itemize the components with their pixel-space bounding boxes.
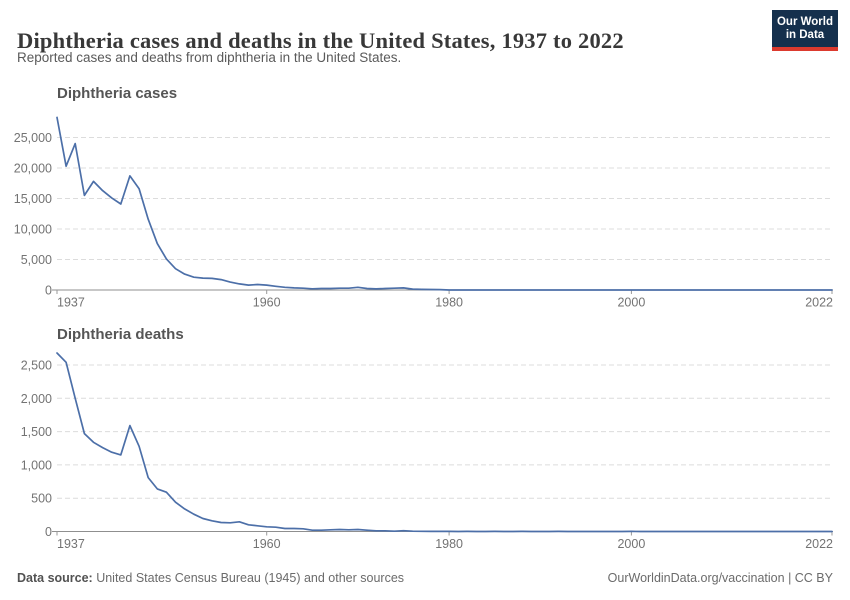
x-tick-label: 1980 — [435, 296, 463, 310]
data-source-label: Data source: — [17, 571, 93, 585]
data-series-line — [56, 352, 833, 533]
y-tick-label: 10,000 — [14, 223, 52, 237]
page-title: Diphtheria cases and deaths in the Unite… — [17, 28, 624, 54]
cases-chart-title: Diphtheria cases — [57, 85, 178, 102]
data-source-note: Data source: United States Census Bureau… — [17, 571, 404, 585]
y-tick-label: 0 — [45, 284, 52, 298]
y-tick-label: 15,000 — [14, 192, 52, 206]
x-tick-label: 2022 — [805, 296, 833, 310]
y-tick-label: 0 — [45, 525, 52, 539]
y-tick-label: 1,000 — [21, 458, 52, 472]
x-tick-label: 1937 — [57, 296, 85, 310]
y-tick-label: 500 — [31, 492, 52, 506]
owid-logo-line2: in Data — [785, 29, 825, 41]
y-tick-label: 20,000 — [14, 162, 52, 176]
owid-logo-line1: Our World — [776, 16, 833, 28]
x-tick-label: 1937 — [57, 537, 85, 551]
page-subtitle: Reported cases and deaths from diphtheri… — [17, 50, 402, 65]
y-tick-label: 2,000 — [21, 392, 52, 406]
owid-logo[interactable]: Our World in Data — [772, 10, 838, 51]
x-tick-label: 2000 — [617, 537, 645, 551]
deaths-line-chart: 0 500 1,000 1,500 2,000 2,500 1937 1960 1980 2000… — [21, 352, 833, 551]
y-tick-label: 5,000 — [21, 253, 52, 267]
x-tick-label: 1960 — [253, 537, 281, 551]
x-tick-label: 1980 — [435, 537, 463, 551]
license-link[interactable]: OurWorldinData.org/vaccination | CC BY — [607, 571, 833, 585]
y-tick-label: 25,000 — [14, 131, 52, 145]
x-tick-label: 2000 — [617, 296, 645, 310]
x-tick-label: 1960 — [253, 296, 281, 310]
data-series-line — [56, 116, 833, 291]
data-source-text: United States Census Bureau (1945) and o… — [92, 571, 405, 585]
x-tick-label: 2022 — [805, 537, 833, 551]
deaths-chart-title: Diphtheria deaths — [57, 326, 184, 343]
y-tick-label: 1,500 — [21, 425, 52, 439]
cases-line-chart: 0 5,000 10,000 15,000 20,000 25,000 1937 1960 19… — [14, 116, 833, 310]
y-tick-label: 2,500 — [21, 359, 52, 373]
